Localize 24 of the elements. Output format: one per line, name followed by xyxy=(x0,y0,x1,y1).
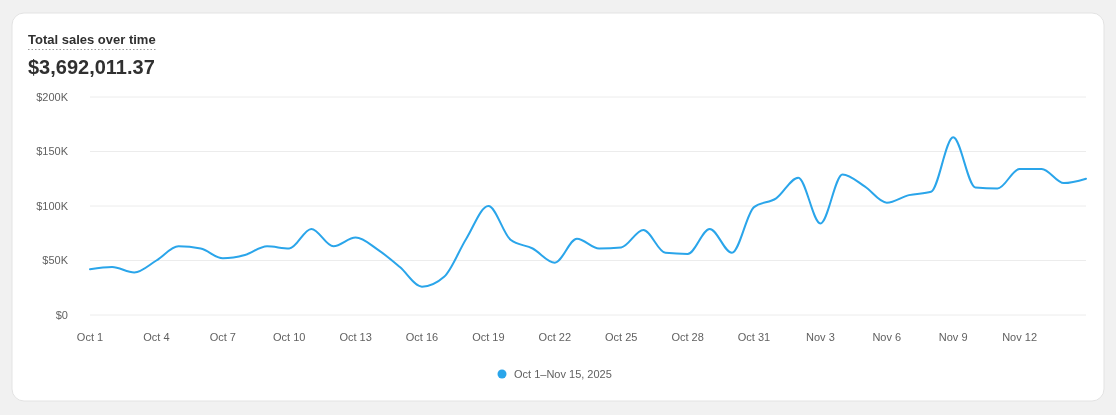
x-tick-label: Nov 6 xyxy=(872,331,902,343)
y-tick-label: $200K xyxy=(36,90,69,103)
x-tick-label: Oct 16 xyxy=(405,331,439,343)
chart-subtitle: $3,692,011.37 xyxy=(28,56,155,78)
x-tick-label: Oct 31 xyxy=(737,331,771,343)
y-tick-label: $50K xyxy=(42,254,69,267)
x-tick-label: Oct 7 xyxy=(209,331,236,343)
x-tick-label: Oct 22 xyxy=(538,331,571,343)
line-series xyxy=(89,136,1087,288)
x-tick-label: Oct 4 xyxy=(143,331,170,343)
x-tick-label: Oct 10 xyxy=(273,331,306,343)
x-tick-label: Nov 9 xyxy=(938,331,968,343)
y-tick-label: $0 xyxy=(55,308,68,321)
x-tick-label: Oct 25 xyxy=(605,331,638,343)
x-tick-label: Nov 12 xyxy=(1002,331,1038,343)
x-tick-label: Oct 19 xyxy=(472,331,505,343)
y-tick-label: $100K xyxy=(36,199,69,212)
x-tick-label: Oct 28 xyxy=(671,331,704,343)
x-tick-label: Oct 13 xyxy=(339,331,372,343)
x-tick-label: Nov 3 xyxy=(806,331,835,343)
y-tick-label: $150K xyxy=(36,145,69,158)
legend-label: Oct 1–Nov 15, 2025 xyxy=(514,367,612,380)
chart-title: Total sales over time xyxy=(28,32,156,47)
x-tick-label: Oct 1 xyxy=(76,331,104,343)
